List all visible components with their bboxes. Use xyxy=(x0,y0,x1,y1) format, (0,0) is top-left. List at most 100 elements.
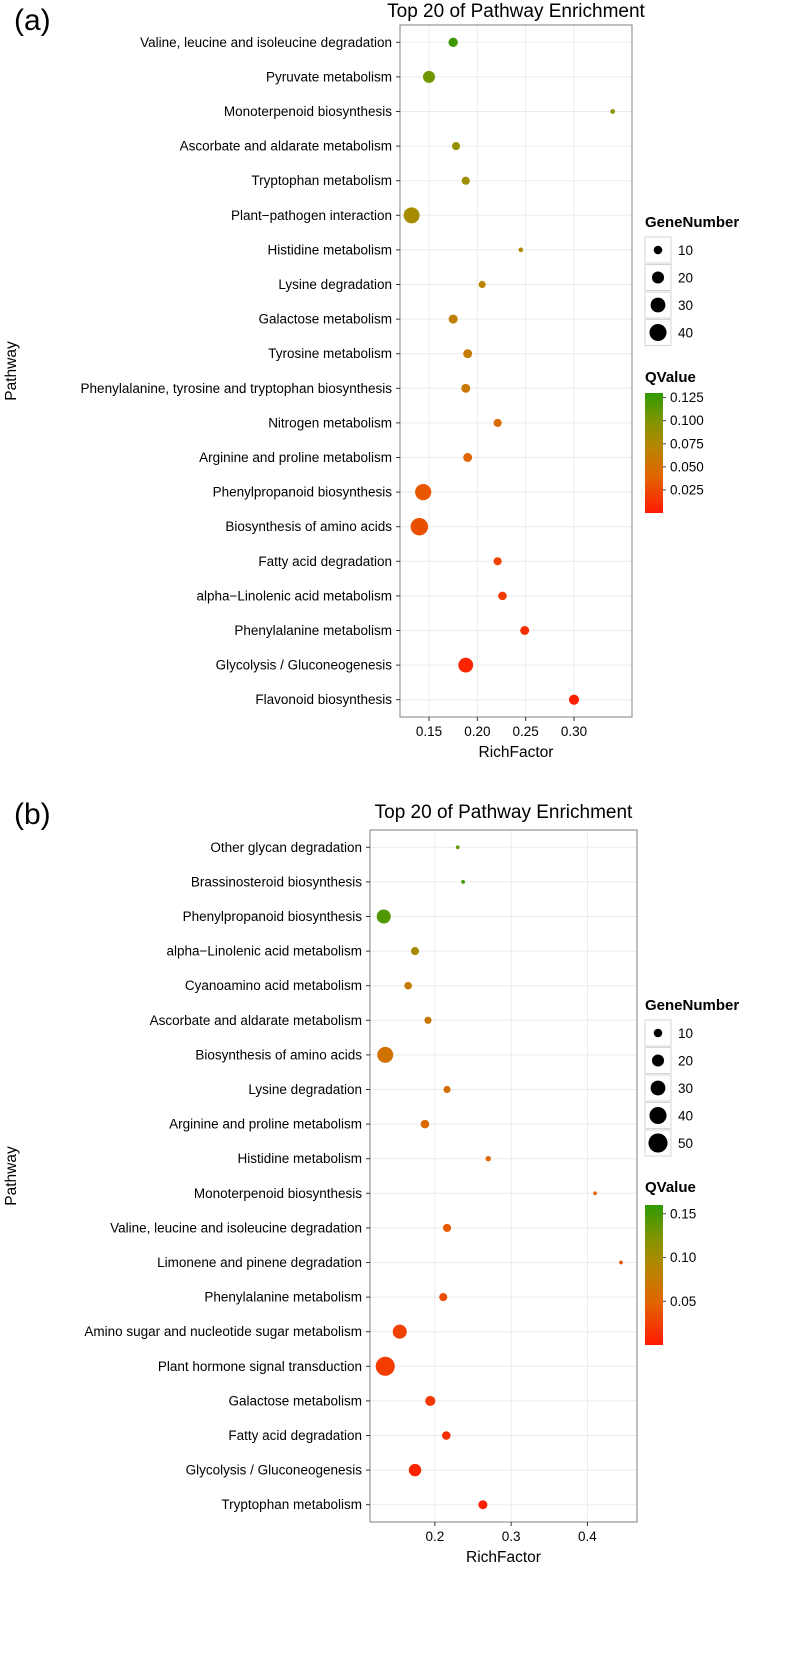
colorbar-tick-label: 0.050 xyxy=(670,459,704,474)
data-point xyxy=(420,1119,430,1129)
y-axis-category-label: Cyanoamino acid metabolism xyxy=(185,978,362,993)
y-axis-category-label: Biosynthesis of amino acids xyxy=(195,1047,362,1062)
colorbar-tick-label: 0.125 xyxy=(670,390,704,405)
data-point xyxy=(498,591,507,601)
legend-size-label: 30 xyxy=(678,1081,693,1096)
colorbar-tick-label: 0.100 xyxy=(670,413,704,428)
y-axis-category-label: Flavonoid biosynthesis xyxy=(255,692,392,707)
chart-title: Top 20 of Pathway Enrichment xyxy=(375,802,633,823)
x-tick-label: 0.4 xyxy=(578,1529,597,1544)
y-axis-category-label: Histidine metabolism xyxy=(237,1151,362,1166)
legend-size-dot xyxy=(648,1133,668,1153)
y-axis-category-label: alpha−Linolenic acid metabolism xyxy=(167,944,363,959)
data-point xyxy=(377,1046,394,1063)
y-axis-category-label: Amino sugar and nucleotide sugar metabol… xyxy=(84,1324,362,1339)
legend-size-dot xyxy=(653,245,663,255)
qvalue-colorbar xyxy=(645,1205,663,1345)
data-point xyxy=(424,1016,432,1024)
y-axis-category-label: Other glycan degradation xyxy=(210,840,362,855)
size-legend-title: GeneNumber xyxy=(645,214,739,231)
panel-border xyxy=(399,24,633,718)
data-point xyxy=(452,142,461,151)
legend-key-box xyxy=(644,1019,672,1047)
y-axis-category-label: Fatty acid degradation xyxy=(228,1428,362,1443)
legend-key-box xyxy=(644,264,672,291)
y-axis-category-label: Galactose metabolism xyxy=(228,1393,362,1408)
y-axis-category-label: Ascorbate and aldarate metabolism xyxy=(150,1013,362,1028)
y-axis-category-label: alpha−Linolenic acid metabolism xyxy=(197,588,393,603)
y-axis-category-label: Glycolysis / Gluconeogenesis xyxy=(216,658,393,673)
data-point xyxy=(404,981,412,990)
x-tick-label: 0.30 xyxy=(561,724,587,739)
legend-size-label: 40 xyxy=(678,326,693,341)
y-axis-category-label: Phenylpropanoid biosynthesis xyxy=(213,485,393,500)
legend-size-dot xyxy=(650,297,666,313)
x-tick-label: 0.3 xyxy=(502,1529,521,1544)
y-axis-category-label: Valine, leucine and isoleucine degradati… xyxy=(140,35,392,50)
data-point xyxy=(439,1293,448,1302)
y-axis-category-label: Fatty acid degradation xyxy=(258,554,392,569)
data-point xyxy=(461,176,470,185)
y-axis-category-label: Monoterpenoid biosynthesis xyxy=(194,1186,362,1201)
data-point xyxy=(415,484,432,501)
y-axis-title: Pathway xyxy=(3,341,20,401)
data-point xyxy=(442,1223,452,1232)
y-axis-category-label: Phenylalanine metabolism xyxy=(234,623,392,638)
legend-size-dot xyxy=(650,1080,666,1096)
legend-size-dot xyxy=(653,1028,663,1038)
data-point xyxy=(520,626,530,635)
y-axis-category-label: Lysine degradation xyxy=(248,1082,362,1097)
data-point xyxy=(443,1085,451,1094)
legend-size-label: 20 xyxy=(678,1054,693,1069)
data-point xyxy=(461,383,471,393)
data-point xyxy=(392,1324,407,1339)
x-tick-label: 0.2 xyxy=(425,1529,444,1544)
panel-b: (b) Top 20 of Pathway Enrichment Other gl… xyxy=(0,788,798,1653)
y-axis-category-label: Ascorbate and aldarate metabolism xyxy=(180,139,392,154)
y-axis-category-label: Glycolysis / Gluconeogenesis xyxy=(186,1463,363,1478)
y-axis-category-label: Valine, leucine and isoleucine degradati… xyxy=(110,1220,362,1235)
y-axis-category-label: Galactose metabolism xyxy=(258,312,392,327)
data-point xyxy=(478,280,486,289)
chart-title: Top 20 of Pathway Enrichment xyxy=(387,1,645,22)
panel-label-b: (b) xyxy=(14,798,51,831)
data-point xyxy=(493,418,502,427)
y-axis-category-label: Phenylalanine, tyrosine and tryptophan b… xyxy=(81,381,393,396)
y-axis-category-label: Tryptophan metabolism xyxy=(221,1497,362,1512)
panel-label-a: (a) xyxy=(14,4,51,37)
y-axis-category-label: Pyruvate metabolism xyxy=(266,69,392,84)
y-axis-category-label: Brassinosteroid biosynthesis xyxy=(191,874,362,889)
data-point xyxy=(410,517,429,536)
legend-size-label: 30 xyxy=(678,298,693,313)
data-point xyxy=(461,879,465,884)
legend-size-label: 10 xyxy=(678,1026,693,1041)
data-point xyxy=(463,349,473,359)
data-point xyxy=(448,314,458,324)
x-axis-title: RichFactor xyxy=(466,1549,541,1566)
y-axis-category-label: Tyrosine metabolism xyxy=(268,346,392,361)
colorbar-tick-label: 0.025 xyxy=(670,482,704,497)
colorbar-tick-label: 0.075 xyxy=(670,436,704,451)
data-point xyxy=(408,1463,422,1477)
data-point xyxy=(375,1356,395,1376)
data-point xyxy=(610,109,616,114)
y-axis-category-label: Phenylalanine metabolism xyxy=(204,1290,362,1305)
x-tick-label: 0.20 xyxy=(464,724,490,739)
data-point xyxy=(493,557,502,566)
colorbar-tick-label: 0.15 xyxy=(670,1206,696,1221)
legend-size-label: 20 xyxy=(678,271,693,286)
panel-a: (a) Top 20 of Pathway Enrichment Valine, … xyxy=(0,0,798,788)
legend-size-label: 10 xyxy=(678,243,693,258)
y-axis-category-label: Biosynthesis of amino acids xyxy=(225,519,392,534)
data-point xyxy=(485,1156,491,1162)
data-point xyxy=(442,1431,451,1440)
y-axis-category-label: Tryptophan metabolism xyxy=(251,173,392,188)
data-point xyxy=(478,1500,488,1510)
x-tick-label: 0.15 xyxy=(416,724,442,739)
y-axis-category-label: Nitrogen metabolism xyxy=(268,415,392,430)
data-point xyxy=(455,845,460,850)
x-tick-label: 0.25 xyxy=(513,724,539,739)
data-point xyxy=(403,207,420,224)
legend-size-label: 50 xyxy=(678,1136,693,1151)
